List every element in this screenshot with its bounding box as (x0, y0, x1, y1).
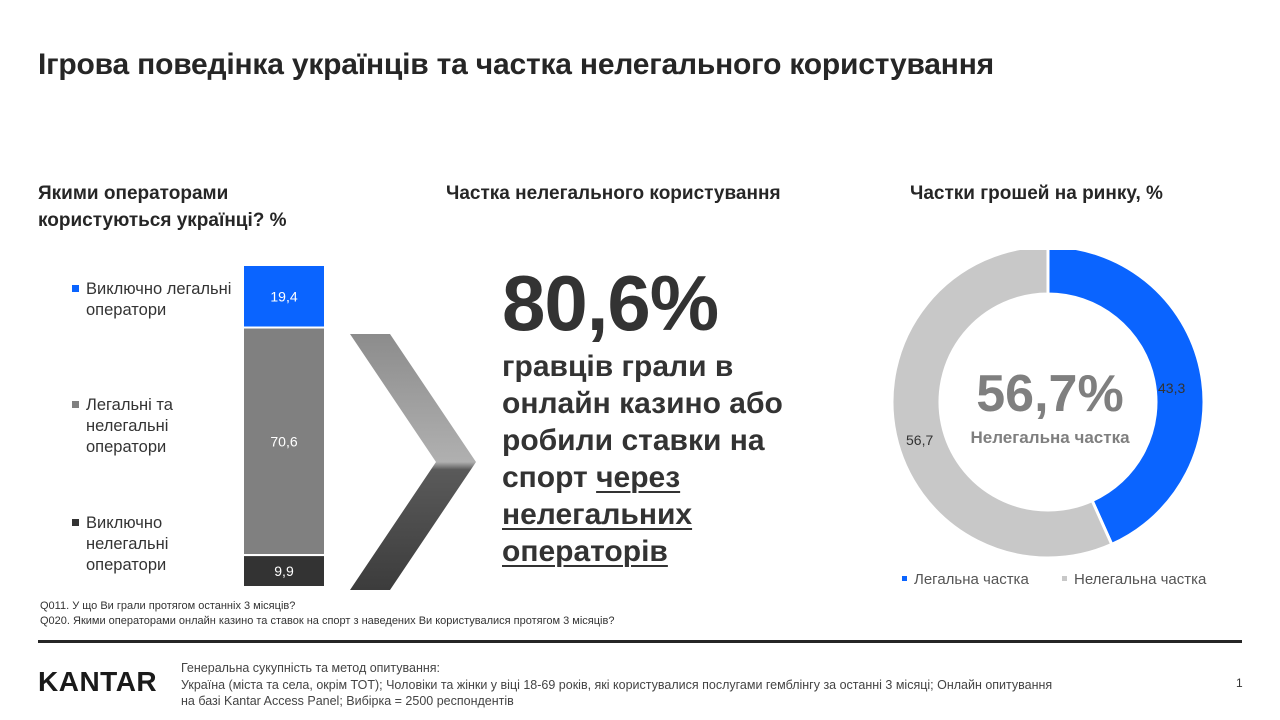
illegal-usage-description: гравців грали в онлайн казино або робили… (502, 348, 822, 570)
bar-segment-illegal-only (242, 554, 326, 588)
donut-slice-illegal (890, 250, 1114, 560)
donut-label-illegal: 56,7 (906, 432, 934, 448)
donut-legend-label-legal: Легальна частка (914, 571, 1029, 588)
question-note-q020: Q020. Якими операторами онлайн казино та… (40, 615, 615, 627)
legend-label-illegal-only: Виключно нелегальні оператори (86, 514, 169, 574)
illegal-usage-percentage: 80,6% (502, 259, 719, 347)
legend-swatch-mixed (72, 401, 79, 408)
description-underlined-text: через нелегальних операторів (502, 461, 693, 568)
page-title: Ігрова поведінка українців та частка нел… (38, 48, 994, 81)
bar-segment-legal-only-label: 19,4 (270, 288, 297, 304)
illegal-usage-section-title: Частка нелегального користування (446, 183, 781, 204)
donut-label-legal: 43,3 (1158, 380, 1186, 396)
operators-section-title: Якими операторами користуються українці?… (38, 183, 287, 231)
donut-center-label: Нелегальна частка (970, 428, 1130, 447)
question-note-q011: Q011. У що Ви грали протягом останніх 3 … (40, 600, 296, 612)
donut-slice-legal (1046, 250, 1206, 547)
methodology-text: Україна (міста та села, окрім ТОТ); Чоло… (181, 678, 1053, 708)
page-number: 1 (1236, 676, 1243, 690)
legend-label-mixed: Легальні та нелегальні оператори (86, 396, 173, 456)
legend-label-legal-only: Виключно легальні оператори (86, 280, 232, 319)
donut-legend-swatch-illegal (1062, 575, 1067, 581)
donut-center-value: 56,7% (976, 365, 1124, 423)
kantar-logo: KANTAR (38, 666, 158, 697)
legend-swatch-illegal-only (72, 519, 79, 526)
description-text: гравців грали в онлайн казино або робили… (502, 350, 783, 494)
stacked-bar-chart: 19,4 70,6 9,9 (242, 264, 326, 588)
bar-segment-illegal-only-label: 9,9 (274, 563, 294, 579)
bar-segment-legal-only (242, 264, 326, 329)
chevron-arrow-icon (350, 334, 476, 590)
donut-legend-swatch-legal (902, 575, 907, 581)
methodology-heading: Генеральна сукупність та метод опитуванн… (181, 661, 441, 675)
donut-legend-legal: Легальна частка (902, 571, 1029, 588)
market-share-section-title: Частки грошей на ринку, % (910, 183, 1163, 204)
footer-divider (38, 640, 1242, 643)
donut-chart (890, 250, 1206, 560)
donut-legend-illegal: Нелегальна частка (1062, 571, 1206, 588)
legend-swatch-legal-only (72, 285, 79, 292)
donut-legend-label-illegal: Нелегальна частка (1074, 571, 1207, 588)
bar-segment-mixed-label: 70,6 (270, 433, 297, 449)
